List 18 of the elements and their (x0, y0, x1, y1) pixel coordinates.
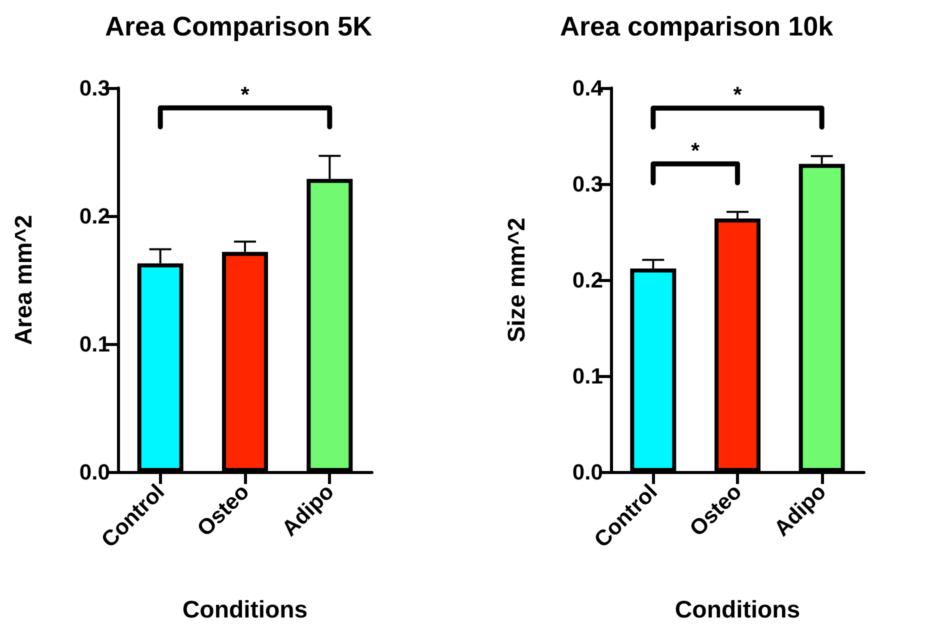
y-axis-title: Size mm^2 (504, 218, 530, 342)
y-tick-label: 0.3 (572, 172, 603, 196)
x-axis-title: Conditions (674, 596, 800, 624)
y-axis-title: Area mm^2 (10, 214, 38, 346)
chart-title: Area Comparison 5K (105, 12, 373, 42)
annotation: * (240, 82, 250, 107)
y-tick-label: 0.1 (572, 364, 603, 388)
y-tick-label: 0.1 (79, 332, 110, 356)
y-tick-label: 0.3 (79, 76, 110, 100)
annotation: * (691, 138, 700, 163)
y-tick-label: 0.0 (572, 460, 603, 484)
y-tick-label: 0.4 (572, 76, 604, 100)
x-axis-title: Conditions (182, 596, 308, 624)
y-tick-label: 0.0 (79, 460, 110, 484)
annotation: * (733, 82, 742, 108)
chart-title: Area comparison 10k (560, 12, 834, 42)
y-tick-label: 0.2 (572, 268, 603, 292)
y-tick-label: 0.2 (79, 204, 110, 228)
